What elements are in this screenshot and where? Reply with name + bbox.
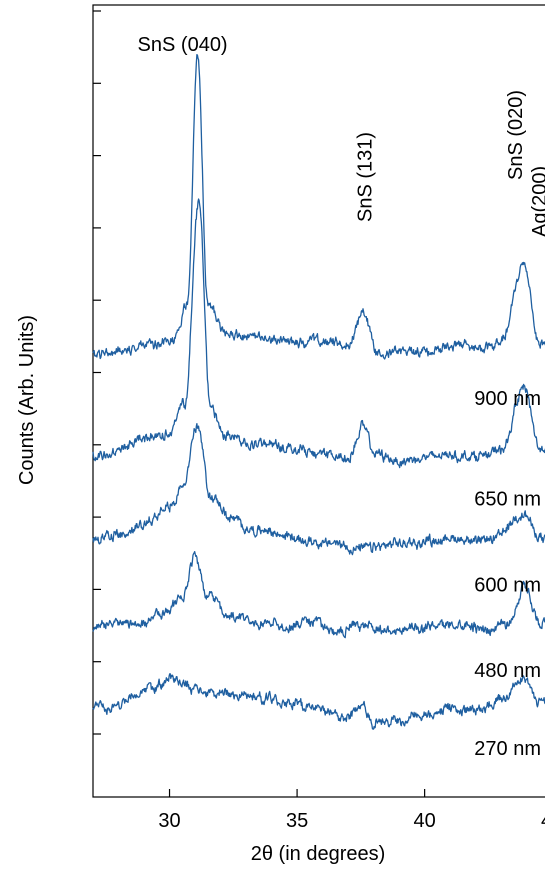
x-tick-label: 35 xyxy=(286,810,308,832)
x-tick-label: 45 xyxy=(541,810,545,832)
y-axis-ticks xyxy=(93,10,101,735)
x-tick-label: 30 xyxy=(158,810,180,832)
annotation-ag-200: Ag(200) xyxy=(529,166,545,237)
peak-annotations: SnS (040) SnS (131) SnS (020)Ag(200) xyxy=(138,34,545,237)
series-line-270-nm xyxy=(92,673,545,730)
series-line-480-nm xyxy=(92,550,545,639)
plot-frame xyxy=(92,4,545,798)
series-label: 270 nm xyxy=(474,738,541,760)
series-label: 480 nm xyxy=(474,660,541,682)
series-label: 650 nm xyxy=(474,489,541,511)
x-axis-ticks: 30 35 40 45 xyxy=(158,789,545,832)
annotation-sns-131: SnS (131) xyxy=(354,132,376,222)
x-axis-label: 2θ (in degrees) xyxy=(251,843,386,865)
series-line-650-nm xyxy=(92,198,545,469)
series-line-600-nm xyxy=(92,423,545,556)
annotation-sns-020: SnS (020) xyxy=(505,90,527,180)
series-label: 900 nm xyxy=(474,388,541,410)
series-label: 600 nm xyxy=(474,574,541,596)
y-axis-label: Counts (Arb. Units) xyxy=(16,315,38,485)
x-tick-label: 40 xyxy=(414,810,436,832)
data-traces xyxy=(92,54,545,730)
series-line-900-nm xyxy=(92,54,545,360)
series-labels: 900 nm 650 nm 600 nm 480 nm 270 nm xyxy=(474,388,541,760)
annotation-sns-040: SnS (040) xyxy=(138,34,228,56)
